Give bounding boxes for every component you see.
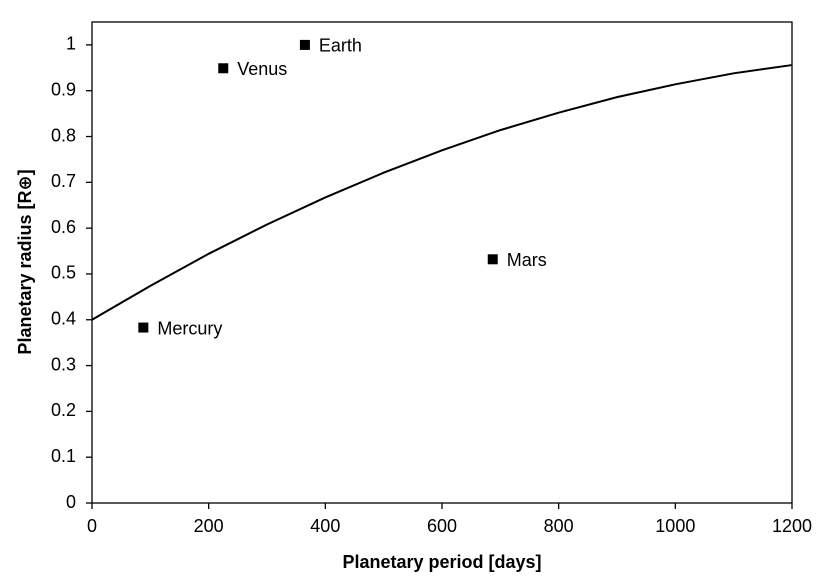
point: [138, 322, 149, 333]
point-label: Mercury: [157, 318, 222, 338]
y-axis-label: Planetary radius [R⊕]: [15, 169, 35, 354]
x-tick-label: 400: [310, 516, 340, 536]
plot-frame: [91, 21, 793, 504]
x-tick-label: 1200: [772, 516, 812, 536]
y-tick-label: 0.1: [51, 446, 76, 466]
x-tick-label: 0: [87, 516, 97, 536]
y-tick-label: 0.8: [51, 125, 76, 145]
x-axis-label: Planetary period [days]: [342, 552, 541, 572]
y-tick-label: 0.5: [51, 263, 76, 283]
y-tick-label: 0.3: [51, 354, 76, 374]
point-label: Mars: [507, 250, 547, 270]
x-tick-label: 1000: [655, 516, 695, 536]
y-tick-label: 0.4: [51, 309, 76, 329]
x-tick-label: 800: [544, 516, 574, 536]
x-tick-label: 200: [194, 516, 224, 536]
point: [299, 39, 310, 50]
y-tick-label: 0.6: [51, 217, 76, 237]
y-tick-label: 0: [66, 492, 76, 512]
point: [218, 63, 229, 74]
y-tick-label: 0.9: [51, 79, 76, 99]
x-tick-label: 600: [427, 516, 457, 536]
y-tick-label: 0.7: [51, 171, 76, 191]
point: [487, 254, 498, 265]
point-label: Earth: [319, 36, 362, 56]
y-tick-label: 1: [66, 34, 76, 54]
point-label: Venus: [237, 59, 287, 79]
curve: [91, 64, 793, 321]
y-tick-label: 0.2: [51, 400, 76, 420]
